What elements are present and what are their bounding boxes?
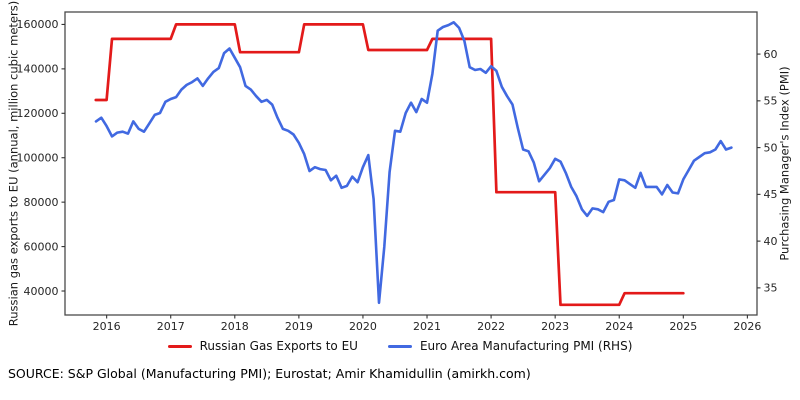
x-tick-label: 2023 [541, 320, 569, 333]
x-tick-label: 2016 [93, 320, 121, 333]
y-tick-label-left: 80000 [24, 196, 59, 209]
legend: Russian Gas Exports to EU Euro Area Manu… [0, 339, 800, 353]
x-tick-label: 2022 [477, 320, 505, 333]
legend-label-gas-exports: Russian Gas Exports to EU [199, 339, 358, 353]
source-note: SOURCE: S&P Global (Manufacturing PMI); … [8, 366, 531, 381]
x-tick-label: 2021 [413, 320, 441, 333]
legend-swatch-gas-exports [167, 344, 192, 348]
x-tick-label: 2018 [221, 320, 249, 333]
x-tick-label: 2019 [285, 320, 313, 333]
y-tick-label-right: 60 [764, 48, 778, 61]
y-tick-label-right: 35 [764, 282, 778, 295]
y-tick-label-right: 50 [764, 141, 778, 154]
y-tick-label-right: 40 [764, 235, 778, 248]
y-tick-label-left: 160000 [17, 18, 59, 31]
y-tick-label-left: 120000 [17, 107, 59, 120]
series-gas-exports-line [94, 23, 685, 307]
legend-label-pmi: Euro Area Manufacturing PMI (RHS) [419, 339, 633, 353]
legend-item-pmi: Euro Area Manufacturing PMI (RHS) [387, 339, 633, 353]
right-axis-title: Purchasing Manager's Index (PMI) [777, 66, 792, 261]
x-tick-label: 2024 [605, 320, 633, 333]
y-tick-label-left: 140000 [17, 63, 59, 76]
y-tick-label-right: 55 [764, 95, 778, 108]
series-pmi-line [94, 21, 733, 305]
y-tick-label-left: 100000 [17, 152, 59, 165]
left-axis-title: Russian gas exports to EU (annual, milli… [6, 0, 21, 327]
y-tick-label-left: 40000 [24, 285, 59, 298]
x-tick-label: 2020 [349, 320, 377, 333]
y-tick-label-right: 45 [764, 188, 778, 201]
x-tick-label: 2017 [157, 320, 185, 333]
legend-item-gas-exports: Russian Gas Exports to EU [167, 339, 358, 353]
legend-swatch-pmi [387, 344, 412, 348]
plot-border [64, 11, 758, 316]
y-tick-label-left: 60000 [24, 240, 59, 253]
x-tick-label: 2025 [669, 320, 697, 333]
x-tick-label: 2026 [733, 320, 761, 333]
